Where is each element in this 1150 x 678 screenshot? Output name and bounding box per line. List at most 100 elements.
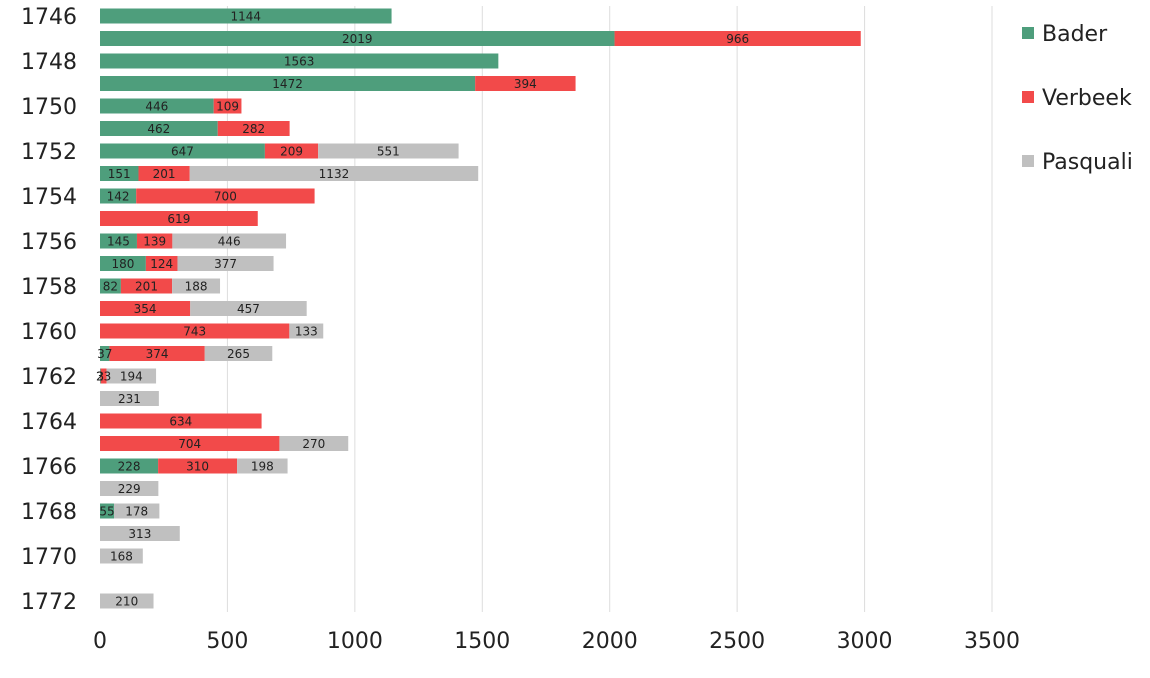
data-label: 82 [103, 280, 118, 294]
data-label: 647 [171, 145, 194, 159]
data-label: 201 [153, 167, 176, 181]
bar-bader [100, 346, 110, 361]
legend-label-verbeek: Verbeek [1042, 86, 1132, 111]
data-label: 23 [96, 370, 111, 384]
y-tick-label: 1768 [21, 500, 77, 525]
x-tick-label: 2500 [709, 629, 765, 654]
bar-pasquali [172, 278, 221, 294]
y-tick-label: 1762 [21, 365, 77, 390]
x-tick-label: 0 [93, 629, 107, 654]
bar-bader [100, 76, 476, 91]
y-tick-label: 1748 [21, 50, 77, 75]
data-label: 139 [143, 235, 166, 249]
bar-pasquali [100, 526, 180, 541]
bar-verbeek [100, 211, 258, 226]
y-tick-label: 1754 [21, 185, 77, 210]
data-label: 194 [120, 370, 143, 384]
bars-layer [100, 8, 861, 609]
y-tick-label: 1756 [21, 230, 77, 255]
bar-verbeek [475, 76, 576, 91]
bar-bader [100, 53, 499, 69]
bar-pasquali [237, 458, 288, 474]
data-label: 124 [150, 257, 173, 271]
bar-verbeek [100, 301, 191, 316]
bar-verbeek [217, 121, 290, 136]
data-label: 178 [125, 505, 148, 519]
bar-pasquali [190, 301, 307, 316]
bar-pasquali [100, 593, 154, 609]
legend-label-bader: Bader [1042, 22, 1108, 47]
data-label: 313 [128, 527, 151, 541]
bar-bader [100, 121, 218, 136]
bar-bader [100, 368, 101, 384]
data-label: 270 [302, 437, 325, 451]
bar-pasquali [289, 323, 324, 339]
y-tick-label: 1766 [21, 455, 77, 480]
bar-pasquali [106, 368, 157, 384]
bar-pasquali [204, 346, 273, 361]
y-tick-label: 1772 [21, 590, 77, 615]
bar-verbeek [158, 458, 238, 474]
bar-pasquali [100, 548, 143, 564]
bar-bader [100, 256, 146, 271]
bar-pasquali [172, 233, 287, 249]
legend-label-pasquali: Pasquali [1042, 150, 1133, 175]
y-tick-label: 1770 [21, 545, 77, 570]
data-label: 377 [214, 257, 237, 271]
bar-pasquali [189, 166, 479, 181]
data-label: 1472 [272, 77, 303, 91]
data-label: 180 [111, 257, 134, 271]
data-label: 551 [377, 145, 400, 159]
bar-pasquali [100, 391, 159, 406]
bar-bader [100, 278, 121, 294]
bar-bader [100, 8, 392, 24]
data-label: 151 [108, 167, 131, 181]
data-label: 446 [218, 235, 241, 249]
data-label: 201 [135, 280, 158, 294]
data-label: 457 [237, 302, 260, 316]
bar-verbeek [614, 31, 861, 46]
bar-bader [100, 98, 214, 114]
data-label: 394 [514, 77, 537, 91]
bar-verbeek [109, 346, 205, 361]
data-label: 700 [214, 190, 237, 204]
legend: Bader Verbeek Pasquali [1022, 22, 1133, 175]
x-tick-label: 1000 [327, 629, 383, 654]
bar-verbeek [145, 256, 178, 271]
bar-pasquali [114, 503, 160, 519]
data-label: 634 [169, 415, 192, 429]
data-label: 966 [726, 32, 749, 46]
data-label: 3 [97, 370, 105, 384]
data-label: 198 [251, 460, 274, 474]
bar-verbeek [264, 143, 319, 159]
bar-bader [100, 503, 115, 519]
bar-verbeek [120, 278, 173, 294]
x-tick-label: 3000 [837, 629, 893, 654]
legend-swatch-pasquali [1022, 155, 1034, 167]
bar-bader [100, 166, 139, 181]
y-tick-label: 1758 [21, 275, 77, 300]
data-label: 265 [227, 347, 250, 361]
bar-pasquali [100, 481, 159, 496]
data-label: 743 [183, 325, 206, 339]
data-label: 374 [146, 347, 169, 361]
bar-pasquali [279, 436, 349, 451]
data-label: 55 [99, 505, 114, 519]
data-label: 229 [118, 482, 141, 496]
bar-verbeek [138, 166, 190, 181]
bar-bader [100, 143, 265, 159]
y-tick-label: 1752 [21, 140, 77, 165]
y-tick-label: 1750 [21, 95, 77, 120]
data-label: 142 [107, 190, 130, 204]
data-label: 704 [178, 437, 201, 451]
y-tick-label: 1760 [21, 320, 77, 345]
x-tick-label: 500 [206, 629, 248, 654]
bar-pasquali [177, 256, 274, 271]
grid-layer [226, 6, 993, 612]
data-label: 228 [118, 460, 141, 474]
data-label: 209 [280, 145, 303, 159]
bar-verbeek [100, 368, 107, 384]
data-label: 1132 [319, 167, 350, 181]
bar-verbeek [100, 436, 280, 451]
